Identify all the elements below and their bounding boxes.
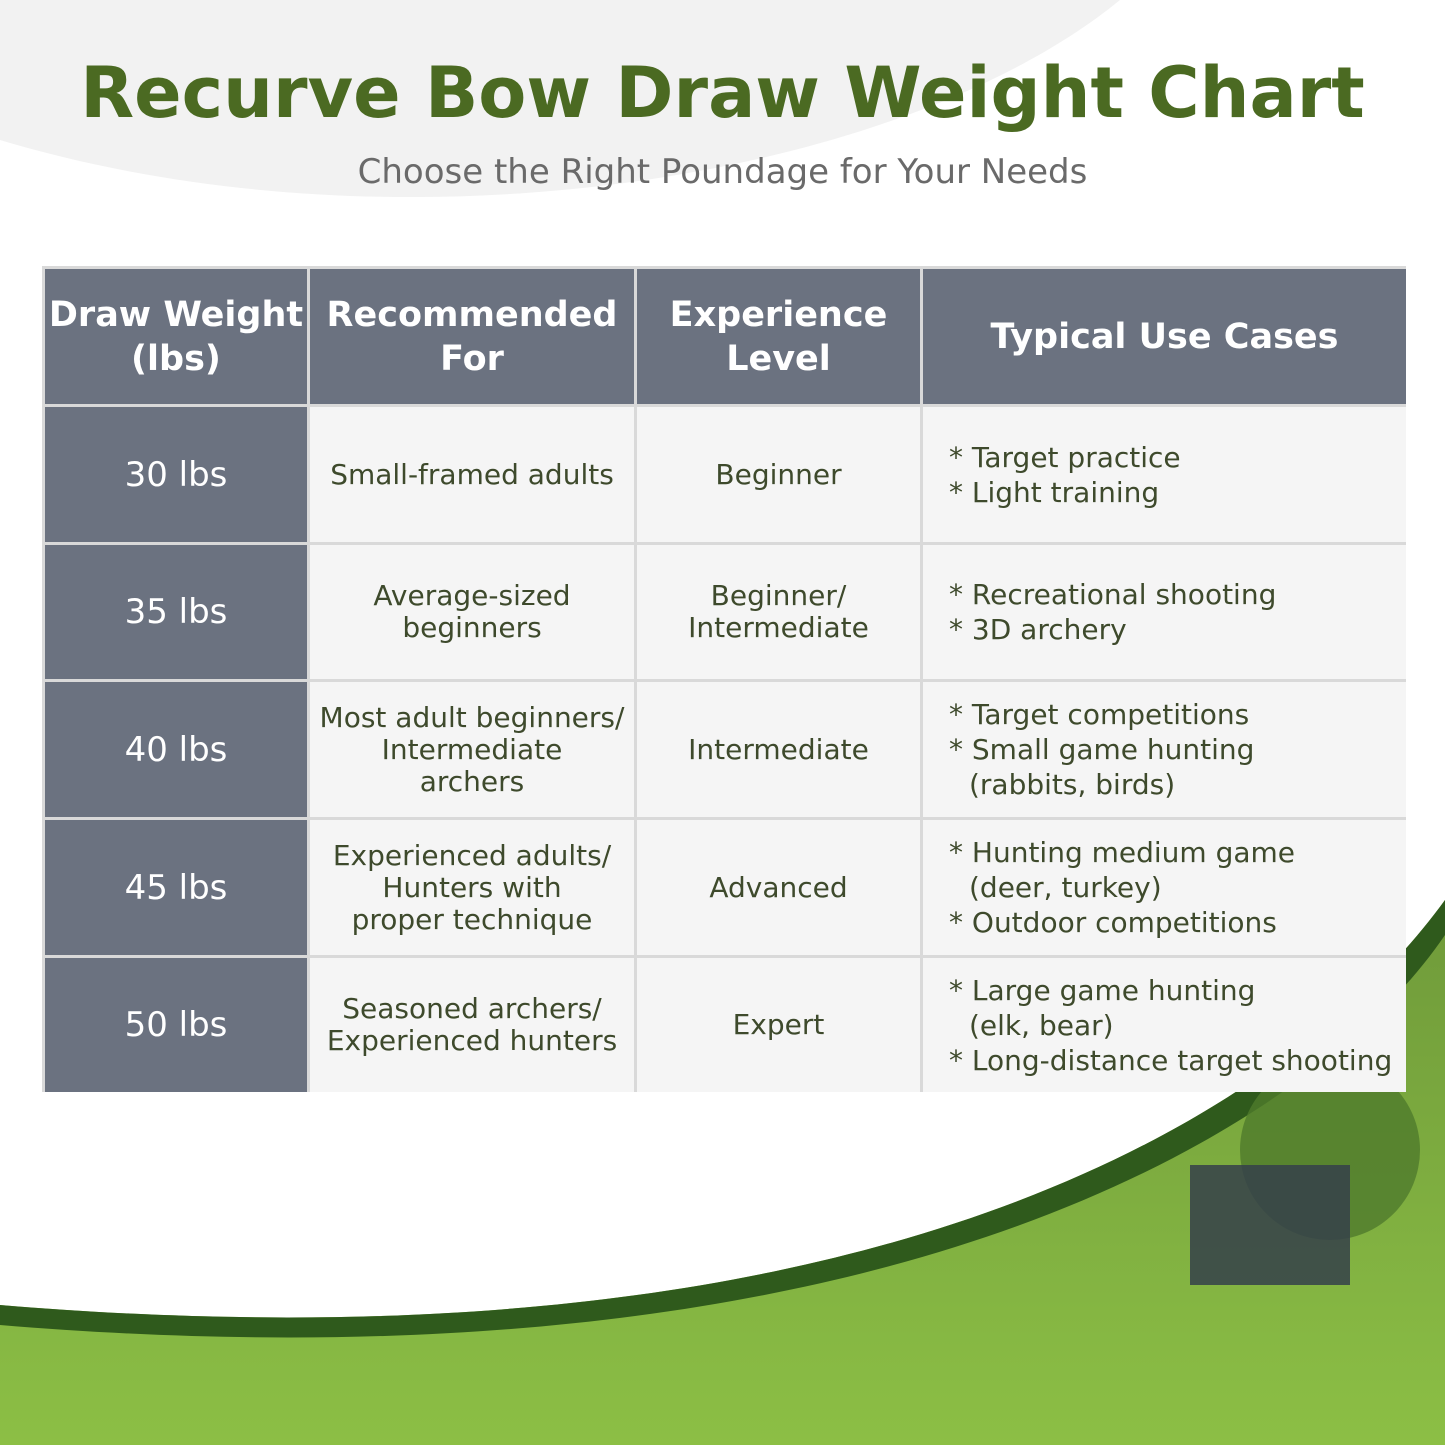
level-cell: Expert (637, 958, 920, 1092)
level-cell: Beginner (637, 407, 920, 542)
title: Recurve Bow Draw Weight Chart (80, 52, 1365, 134)
header-line: Draw Weight (48, 294, 304, 335)
cell-line: Average-sized (373, 579, 571, 612)
cell-line: Experienced hunters (326, 1024, 618, 1057)
recommended-cell: Average-sized beginners (310, 545, 634, 679)
cell-line: Experienced adults/ (332, 838, 612, 872)
cell-line: Intermediate (688, 611, 869, 644)
recommended-cell: Seasoned archers/Experienced hunters (310, 958, 634, 1092)
header-line: Level (726, 338, 831, 379)
cell-line: Expert (732, 1008, 825, 1041)
cell-line: proper technique (351, 902, 593, 936)
use-case-line: (rabbits, birds) (969, 768, 1176, 801)
cell-line: Intermediate (381, 732, 563, 766)
header-line: Experience (669, 294, 888, 335)
use-case-line: (elk, bear) (969, 1008, 1114, 1042)
level-cell: Advanced (637, 820, 920, 955)
recommended-cell: Most adult beginners/Intermediate archers (310, 682, 634, 817)
cell-line: Intermediate (688, 732, 869, 766)
use-case-line: * Large game hunting (949, 973, 1256, 1007)
uses-cell: * Hunting medium game (deer, turkey) * Out… (923, 820, 1406, 955)
use-case-line: * 3D archery (949, 613, 1127, 646)
header-line: (lbs) (131, 338, 221, 379)
weight-cell: 35 lbs (45, 545, 307, 679)
cell-line: archers (419, 764, 525, 798)
cell-line: Hunters with (382, 870, 562, 904)
cell-line: Most adult beginners/ (319, 700, 625, 734)
weight-cell: 45 lbs (45, 820, 307, 955)
use-case-line: * Target practice (949, 440, 1181, 474)
uses-cell: * Recreational shooting * 3D archery (923, 545, 1406, 679)
cell-line: Advanced (709, 870, 848, 904)
use-case-line: * Outdoor competitions (949, 906, 1277, 939)
level-cell: Intermediate (637, 682, 920, 817)
uses-cell: * Large game hunting (elk, bear) * Long-di… (923, 958, 1406, 1092)
header-cell: Recommended For (310, 269, 634, 404)
recommended-cell: Small-framed adults (310, 407, 634, 542)
cell-line: Beginner/ (710, 579, 847, 612)
uses-cell: * Target competitions * Small game huntin… (923, 682, 1406, 817)
cell-line: Seasoned archers/ (342, 992, 602, 1025)
weight-cell: 30 lbs (45, 407, 307, 542)
header-line: For (440, 338, 504, 379)
cell-line: Beginner (715, 457, 842, 491)
use-case-line: (deer, turkey) (969, 871, 1162, 904)
use-case-line: * Target competitions (949, 698, 1250, 731)
recommended-cell: Experienced adults/Hunters with proper te… (310, 820, 634, 955)
header-cell: Experience Level (637, 269, 920, 404)
header-line: Typical Use Cases (990, 316, 1339, 357)
use-case-line: * Long-distance target shooting (949, 1043, 1393, 1077)
header-line: Recommended (326, 294, 618, 335)
use-case-line: * Light training (949, 475, 1160, 509)
subtitle: Choose the Right Poundage for Your Needs (357, 152, 1088, 192)
table: Draw Weight (lbs) Recommended For Experience… (42, 266, 1406, 1092)
uses-cell: * Target practice * Light training (923, 407, 1406, 542)
level-cell: Beginner/Intermediate (637, 545, 920, 679)
use-case-line: * Hunting medium game (949, 836, 1296, 869)
cell-line: beginners (402, 611, 542, 644)
cell-line: Small-framed adults (330, 457, 614, 491)
use-case-line: * Recreational shooting (949, 578, 1277, 611)
weight-cell: 50 lbs (45, 958, 307, 1092)
header-cell: Typical Use Cases (923, 269, 1406, 404)
weight-cell: 40 lbs (45, 682, 307, 817)
header-cell: Draw Weight (lbs) (45, 269, 307, 404)
use-case-line: * Small game hunting (949, 733, 1255, 766)
